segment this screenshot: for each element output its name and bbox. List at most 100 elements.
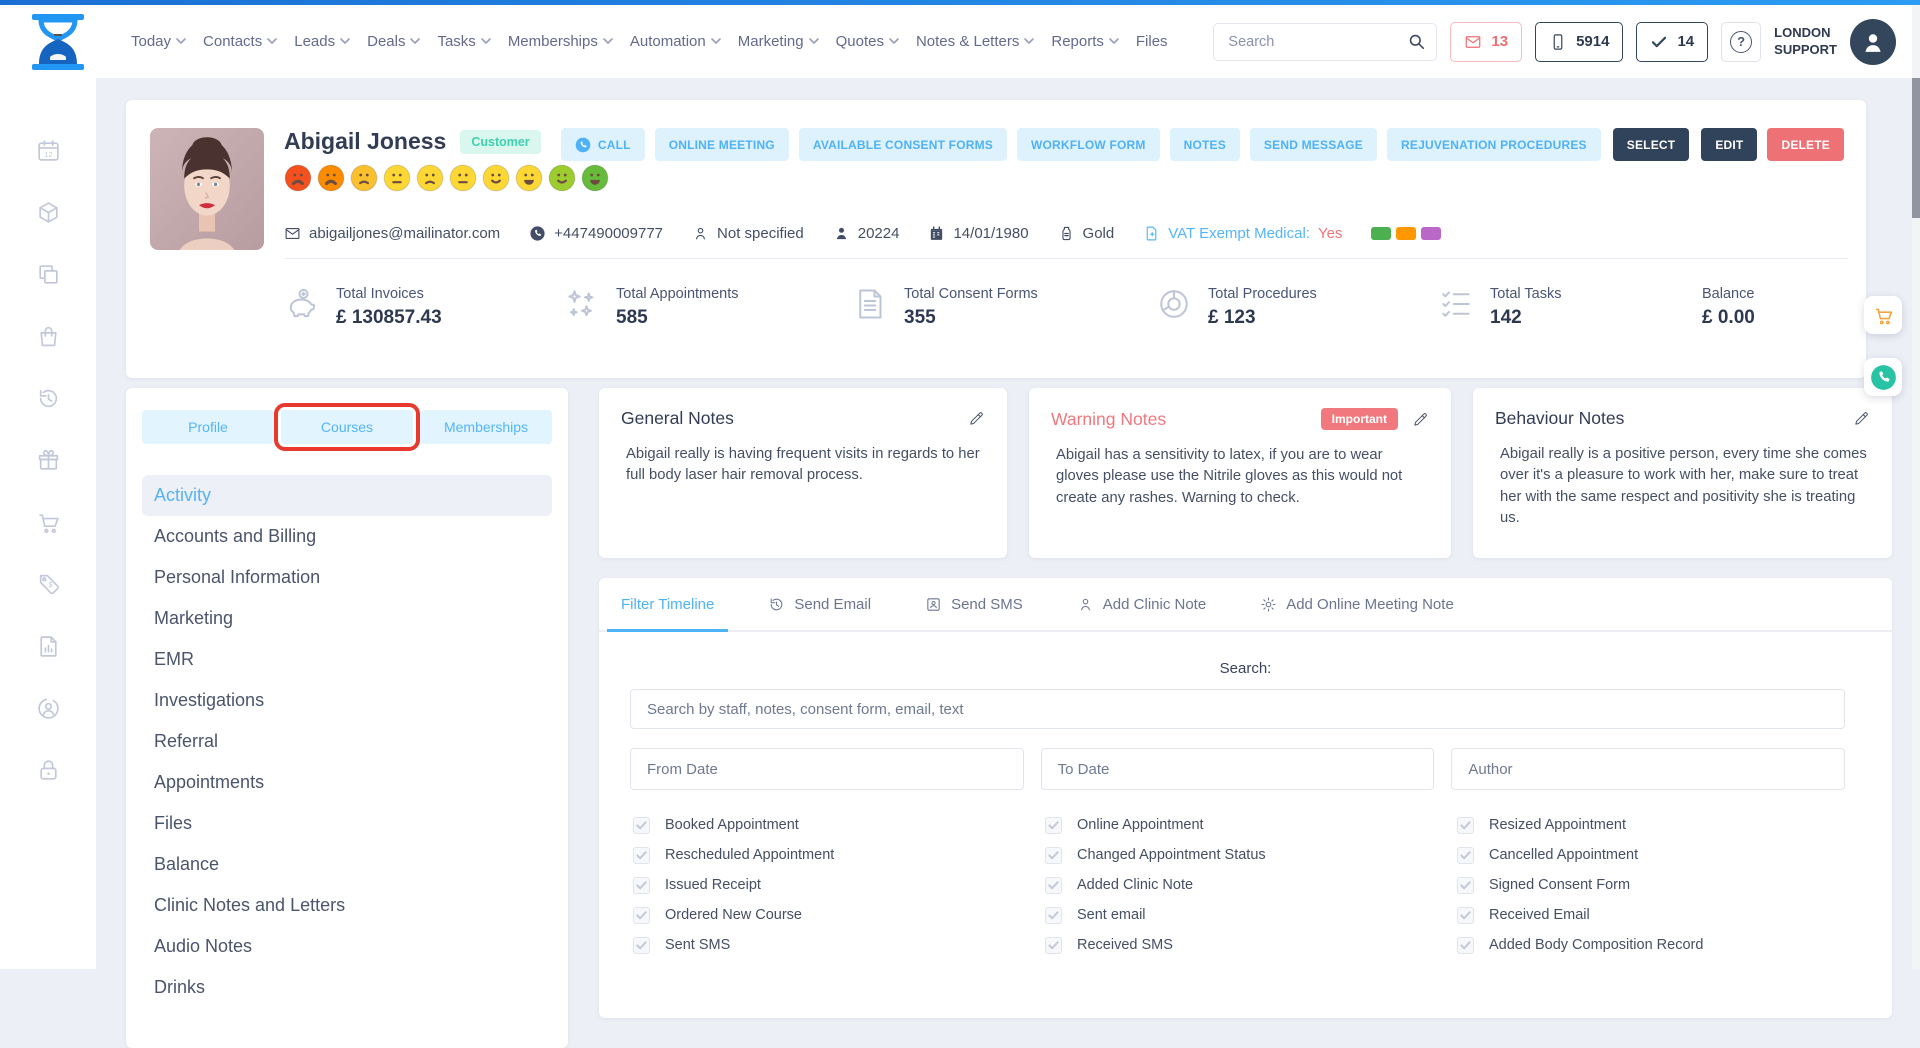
scrollbar-track[interactable] xyxy=(1912,5,1920,969)
lock-icon[interactable] xyxy=(36,758,61,783)
filter-cancelled-appointment[interactable]: Cancelled Appointment xyxy=(1457,846,1892,864)
edit-button[interactable]: EDIT xyxy=(1701,128,1758,161)
menu-item-emr[interactable]: EMR xyxy=(154,649,194,669)
copy-icon[interactable] xyxy=(36,262,61,287)
mood-face-icon[interactable] xyxy=(317,164,345,192)
filter-resized-appointment[interactable]: Resized Appointment xyxy=(1457,816,1892,834)
filter-booked-appointment[interactable]: Booked Appointment xyxy=(633,816,1045,834)
tab-filter-timeline[interactable]: Filter Timeline xyxy=(606,578,729,632)
user-circle-icon[interactable] xyxy=(36,696,61,721)
menu-item-balance[interactable]: Balance xyxy=(154,854,220,874)
label-swatch-orange[interactable] xyxy=(1396,227,1417,240)
cart-icon[interactable] xyxy=(36,510,61,535)
nav-tasks[interactable]: Tasks xyxy=(437,33,491,50)
call-button[interactable]: CALL xyxy=(560,128,645,161)
edit-pencil-icon[interactable] xyxy=(968,410,985,427)
price-tag-icon[interactable]: $ xyxy=(36,572,61,597)
search-icon[interactable] xyxy=(1407,32,1426,51)
tab-memberships[interactable]: Memberships xyxy=(420,410,552,444)
tasks-badge-button[interactable]: 14 xyxy=(1636,21,1709,62)
nav-automation[interactable]: Automation xyxy=(630,33,721,50)
nav-quotes[interactable]: Quotes xyxy=(836,33,899,50)
filter-sent-email[interactable]: Sent email xyxy=(1045,906,1457,924)
nav-files[interactable]: Files xyxy=(1135,33,1168,50)
package-icon[interactable] xyxy=(36,200,61,225)
mood-face-icon[interactable] xyxy=(515,164,543,192)
floating-call-button[interactable] xyxy=(1864,358,1902,396)
floating-cart-button[interactable] xyxy=(1864,296,1902,334)
tab-send-email[interactable]: Send Email xyxy=(768,578,871,630)
filter-received-email[interactable]: Received Email xyxy=(1457,906,1892,924)
mood-face-icon[interactable] xyxy=(449,164,477,192)
nav-memberships[interactable]: Memberships xyxy=(508,33,613,50)
menu-item-activity[interactable]: Activity xyxy=(142,475,552,516)
client-phone[interactable]: +447490009777 xyxy=(529,225,663,242)
menu-item-audio-notes[interactable]: Audio Notes xyxy=(154,936,253,956)
workflow-form-button[interactable]: WORKFLOW FORM xyxy=(1017,128,1160,161)
filter-added-body-composition-record[interactable]: Added Body Composition Record xyxy=(1457,936,1892,954)
user-avatar[interactable] xyxy=(1850,18,1896,65)
filter-changed-appointment-status[interactable]: Changed Appointment Status xyxy=(1045,846,1457,864)
tab-add-clinic-note[interactable]: Add Clinic Note xyxy=(1077,578,1206,630)
edit-pencil-icon[interactable] xyxy=(1853,410,1870,427)
menu-item-appointments[interactable]: Appointments xyxy=(154,772,265,792)
from-date-input[interactable] xyxy=(630,748,1024,790)
mood-face-icon[interactable] xyxy=(383,164,411,192)
menu-item-referral[interactable]: Referral xyxy=(154,731,219,751)
notes-button[interactable]: NOTES xyxy=(1169,128,1240,161)
nav-deals[interactable]: Deals xyxy=(367,33,421,50)
tab-profile[interactable]: Profile xyxy=(142,410,274,444)
report-icon[interactable] xyxy=(36,634,61,659)
nav-marketing[interactable]: Marketing xyxy=(738,33,819,50)
filter-rescheduled-appointment[interactable]: Rescheduled Appointment xyxy=(633,846,1045,864)
online-meeting-button[interactable]: ONLINE MEETING xyxy=(654,128,789,161)
to-date-input[interactable] xyxy=(1040,748,1435,790)
client-photo[interactable] xyxy=(150,128,264,250)
mood-face-icon[interactable] xyxy=(581,164,609,192)
filter-added-clinic-note[interactable]: Added Clinic Note xyxy=(1045,876,1457,894)
send-message-button[interactable]: SEND MESSAGE xyxy=(1249,128,1378,161)
menu-item-files[interactable]: Files xyxy=(154,813,193,833)
edit-pencil-icon[interactable] xyxy=(1412,411,1429,428)
timeline-search-input[interactable] xyxy=(630,689,1845,729)
history-icon[interactable] xyxy=(36,386,61,411)
label-swatch-green[interactable] xyxy=(1371,227,1392,240)
menu-item-drinks[interactable]: Drinks xyxy=(154,977,206,997)
nav-reports[interactable]: Reports xyxy=(1051,33,1119,50)
shopping-bag-icon[interactable] xyxy=(36,324,61,349)
tab-courses[interactable]: Courses xyxy=(274,403,420,451)
delete-button[interactable]: DELETE xyxy=(1767,128,1844,161)
messages-badge-button[interactable]: 13 xyxy=(1450,21,1523,62)
app-logo-icon[interactable] xyxy=(28,13,88,71)
filter-ordered-new-course[interactable]: Ordered New Course xyxy=(633,906,1045,924)
menu-item-investigations[interactable]: Investigations xyxy=(154,690,265,710)
mood-face-icon[interactable] xyxy=(284,164,312,192)
mood-face-icon[interactable] xyxy=(548,164,576,192)
phone-badge-button[interactable]: 5914 xyxy=(1535,21,1624,62)
global-search-input[interactable] xyxy=(1228,33,1408,50)
filter-signed-consent-form[interactable]: Signed Consent Form xyxy=(1457,876,1892,894)
nav-contacts[interactable]: Contacts xyxy=(203,33,278,50)
filter-sent-sms[interactable]: Sent SMS xyxy=(633,936,1045,954)
help-button[interactable]: ? xyxy=(1721,21,1762,62)
rejuvenation-procedures-button[interactable]: REJUVENATION PROCEDURES xyxy=(1387,128,1601,161)
nav-today[interactable]: Today xyxy=(131,33,186,50)
menu-item-marketing[interactable]: Marketing xyxy=(154,608,234,628)
mood-face-icon[interactable] xyxy=(482,164,510,192)
filter-issued-receipt[interactable]: Issued Receipt xyxy=(633,876,1045,894)
tab-add-online-meeting-note[interactable]: Add Online Meeting Note xyxy=(1260,578,1454,630)
nav-notes-letters[interactable]: Notes & Letters xyxy=(916,33,1035,50)
scrollbar-thumb[interactable] xyxy=(1912,78,1920,218)
menu-item-personal-information[interactable]: Personal Information xyxy=(154,567,321,587)
mood-face-icon[interactable] xyxy=(350,164,378,192)
client-vat-status[interactable]: VAT Exempt Medical: Yes xyxy=(1143,225,1342,242)
gift-icon[interactable] xyxy=(36,448,61,473)
mood-face-icon[interactable] xyxy=(416,164,444,192)
label-swatch-purple[interactable] xyxy=(1421,227,1442,240)
calendar-icon[interactable]: 12 xyxy=(36,138,61,163)
menu-item-accounts-and-billing[interactable]: Accounts and Billing xyxy=(154,526,317,546)
menu-item-clinic-notes-and-letters[interactable]: Clinic Notes and Letters xyxy=(154,895,346,915)
available-consent-forms-button[interactable]: AVAILABLE CONSENT FORMS xyxy=(798,128,1007,161)
tab-send-sms[interactable]: Send SMS xyxy=(925,578,1023,630)
select-button[interactable]: SELECT xyxy=(1612,128,1690,161)
